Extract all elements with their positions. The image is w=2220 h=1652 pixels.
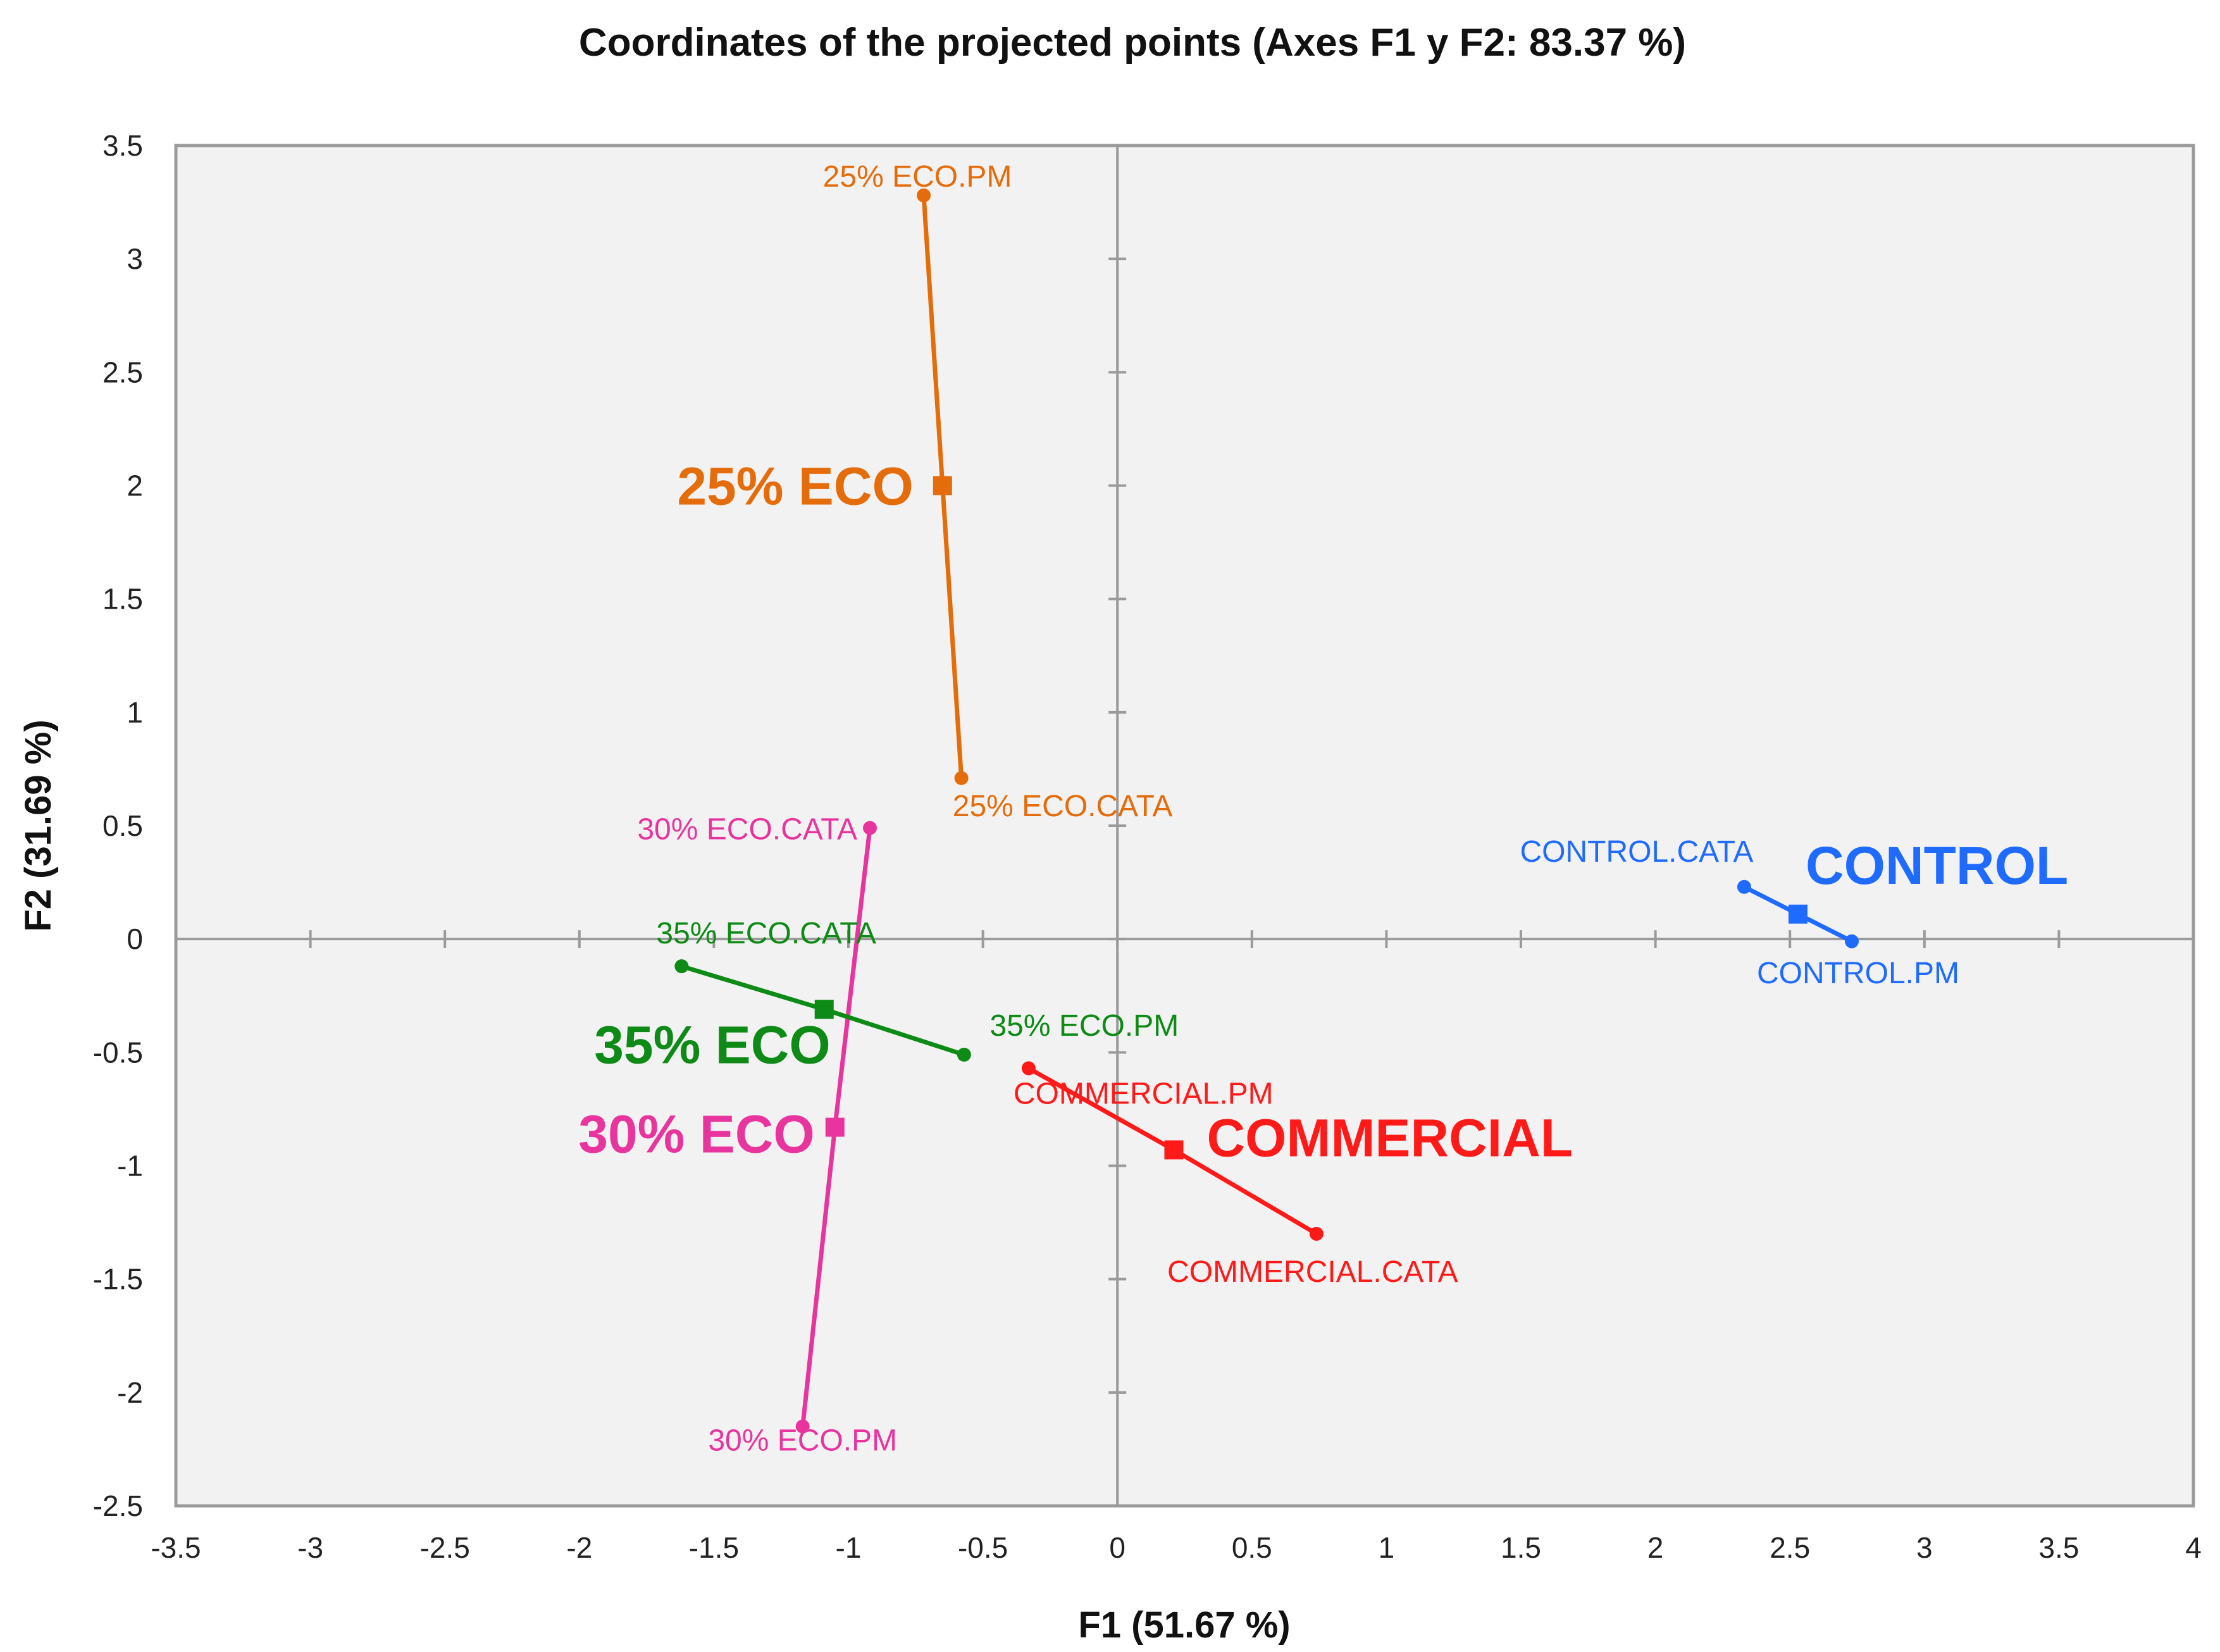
x-tick-label: 0.5 <box>1232 1531 1272 1564</box>
series-line <box>681 964 825 1012</box>
y-tick-label: 0 <box>127 922 143 955</box>
y-tick-label: 1 <box>127 696 143 729</box>
point-marker-commercial-cata <box>1309 1227 1324 1241</box>
point-label-25pct-eco-pm: 25% ECO.PM <box>823 160 1012 194</box>
y-tick-label: -2 <box>117 1376 143 1409</box>
group-label-35pct-eco: 35% ECO <box>594 1015 831 1074</box>
x-tick-label: -1 <box>836 1531 862 1564</box>
x-tick-label: -3 <box>297 1531 323 1564</box>
series-line <box>940 485 964 778</box>
point-marker-35pct-eco-cata <box>674 959 689 974</box>
point-marker-control-pm <box>1844 934 1859 948</box>
series-line <box>833 828 872 1127</box>
series-layer: 25% ECO.PM 25% ECO.CATA 25% ECO 30% ECO.CAT… <box>578 160 2068 1458</box>
point-label-30pct-eco-cata: 30% ECO.CATA <box>637 813 857 847</box>
group-label-25pct-eco: 25% ECO <box>677 457 914 516</box>
series-line <box>1027 1066 1175 1152</box>
x-tick-label: 3 <box>1916 1531 1933 1564</box>
series-line <box>823 1007 965 1057</box>
x-tick-label: 1.5 <box>1501 1531 1541 1564</box>
centroid-marker-control <box>1788 904 1808 924</box>
point-marker-control-cata <box>1737 879 1751 894</box>
plot-area <box>174 144 2195 1508</box>
axes-layer: -3.5 -3 -2.5 -2 -1.5 -1 -0.5 0 0.5 1 1.5 2 2.5 3 3.5 4 3… <box>93 129 2202 1564</box>
point-label-control-pm: CONTROL.PM <box>1757 957 1959 990</box>
y-tick-label: 2.5 <box>102 356 143 388</box>
centroid-marker-commercial <box>1164 1140 1184 1160</box>
x-tick-label: -0.5 <box>958 1531 1008 1564</box>
y-tick-label: 3.5 <box>102 129 143 162</box>
series-commercial: COMMERCIAL.PM COMMERCIAL.CATA COMMERCIAL <box>1014 1061 1573 1289</box>
x-tick-label: 4 <box>2185 1531 2202 1564</box>
x-tick-label: 1 <box>1379 1531 1395 1564</box>
y-tick-label: -0.5 <box>93 1036 143 1069</box>
series-30pct-eco: 30% ECO.CATA 30% ECO.PM 30% ECO <box>578 813 897 1458</box>
series-line <box>800 1127 838 1427</box>
x-axis-title: F1 (51.67 %) <box>1078 1605 1290 1646</box>
point-label-control-cata: CONTROL.CATA <box>1520 835 1753 869</box>
y-tick-label: 1.5 <box>102 583 143 616</box>
y-tick-label: -1.5 <box>93 1263 143 1296</box>
point-label-commercial-cata: COMMERCIAL.CATA <box>1167 1255 1458 1289</box>
point-marker-35pct-eco-pm <box>957 1047 971 1062</box>
x-tick-label: -3.5 <box>151 1531 201 1564</box>
point-marker-commercial-pm <box>1021 1061 1036 1076</box>
y-axis-title: F2 (31.69 %) <box>18 719 59 931</box>
point-marker-30pct-eco-pm <box>795 1419 810 1434</box>
x-tick-label: -1.5 <box>689 1531 739 1564</box>
series-line <box>1172 1148 1318 1236</box>
x-tick-label: 3.5 <box>2038 1531 2079 1564</box>
x-tick-label: 2.5 <box>1770 1531 1810 1564</box>
point-label-commercial-pm: COMMERCIAL.PM <box>1014 1077 1274 1110</box>
x-tick-label: 2 <box>1647 1531 1664 1564</box>
point-marker-25pct-eco-pm <box>917 188 931 202</box>
series-line <box>921 195 945 486</box>
chart-title: Coordinates of the projected points (Axe… <box>579 21 1686 65</box>
x-tick-label: -2 <box>566 1531 592 1564</box>
point-label-30pct-eco-pm: 30% ECO.PM <box>708 1424 897 1458</box>
point-label-35pct-eco-cata: 35% ECO.CATA <box>656 917 876 950</box>
group-label-30pct-eco: 30% ECO <box>578 1105 815 1164</box>
y-tick-label: 0.5 <box>102 809 143 842</box>
x-tick-label: 0 <box>1109 1531 1126 1564</box>
y-tick-label: -1 <box>117 1150 143 1183</box>
centroid-marker-25pct-eco <box>933 476 952 495</box>
x-tick-label: -2.5 <box>420 1531 470 1564</box>
point-label-25pct-eco-cata: 25% ECO.CATA <box>953 790 1173 823</box>
series-control: CONTROL.CATA CONTROL.PM CONTROL <box>1520 835 2068 990</box>
series-35pct-eco: 35% ECO.CATA 35% ECO.PM 35% ECO <box>594 917 1179 1074</box>
centroid-marker-30pct-eco <box>825 1117 845 1137</box>
point-label-35pct-eco-pm: 35% ECO.PM <box>989 1009 1179 1043</box>
y-tick-label: 3 <box>127 242 143 275</box>
y-tick-label: -2.5 <box>93 1489 143 1522</box>
y-tick-label: 2 <box>127 469 143 502</box>
point-marker-30pct-eco-cata <box>863 821 877 835</box>
centroid-marker-35pct-eco <box>814 1000 834 1019</box>
group-label-commercial: COMMERCIAL <box>1206 1108 1573 1167</box>
series-25pct-eco: 25% ECO.PM 25% ECO.CATA 25% ECO <box>677 160 1172 823</box>
point-marker-25pct-eco-cata <box>954 771 969 785</box>
group-label-control: CONTROL <box>1806 836 2068 895</box>
